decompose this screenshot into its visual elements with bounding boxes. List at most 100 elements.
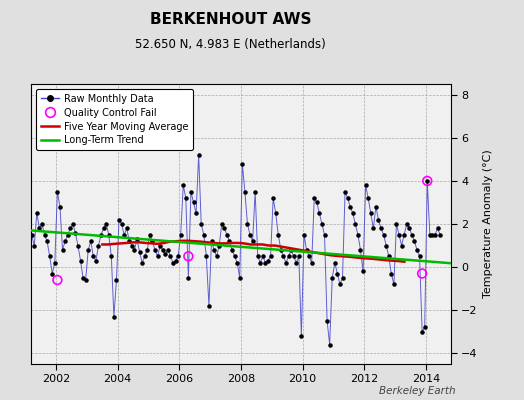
Point [32,210,41,216]
Point [318,221,326,227]
Point [30,242,38,249]
Point [23,182,31,188]
Point [123,225,131,232]
Point [120,232,128,238]
Point [184,253,193,260]
Point [46,253,54,260]
Point [61,238,69,244]
Point [74,242,82,249]
Point [177,232,185,238]
Point [348,210,357,216]
Point [169,260,177,266]
Point [238,160,246,167]
Point [416,253,424,260]
Point [336,281,344,288]
Point [77,258,85,264]
Point [379,232,388,238]
Point [400,232,408,238]
Point [197,221,205,227]
Point [305,253,313,260]
Point [212,253,221,260]
Point [418,328,427,335]
Point [346,204,354,210]
Point [71,230,80,236]
Point [94,242,103,249]
Point [236,275,244,281]
Point [163,247,172,253]
Point [43,238,51,244]
Point [428,232,436,238]
Point [128,242,136,249]
Point [259,253,267,260]
Point [215,242,223,249]
Point [81,277,90,283]
Point [313,199,321,206]
Point [395,232,403,238]
Point [374,216,383,223]
Point [436,232,444,238]
Point [266,253,275,260]
Point [287,247,296,253]
Point [228,247,236,253]
Point [187,188,195,195]
Point [148,238,157,244]
Point [79,275,88,281]
Point [254,253,262,260]
Point [425,232,434,238]
Text: 52.650 N, 4.983 E (Netherlands): 52.650 N, 4.983 E (Netherlands) [135,38,326,51]
Point [297,333,305,339]
Point [208,238,216,244]
Point [174,253,182,260]
Point [315,210,324,216]
Point [107,253,115,260]
Point [56,204,64,210]
Point [351,221,359,227]
Point [310,195,319,201]
Text: Berkeley Earth: Berkeley Earth [379,386,456,396]
Point [362,182,370,188]
Point [202,253,211,260]
Point [27,232,36,238]
Point [385,253,393,260]
Point [146,232,154,238]
Point [420,324,429,330]
Point [220,225,228,232]
Point [256,260,265,266]
Point [405,225,413,232]
Point [51,260,59,266]
Point [408,232,416,238]
Point [58,247,67,253]
Point [302,247,311,253]
Point [69,221,77,227]
Point [84,247,92,253]
Point [431,232,439,238]
Point [241,188,249,195]
Point [369,225,377,232]
Point [138,260,146,266]
Point [194,152,203,158]
Point [105,232,113,238]
Point [112,277,121,283]
Point [110,314,118,320]
Point [294,253,303,260]
Point [154,253,162,260]
Point [300,232,308,238]
Point [140,253,149,260]
Point [359,268,367,274]
Point [53,188,62,195]
Point [354,232,362,238]
Point [135,249,144,255]
Point [200,232,208,238]
Point [390,281,398,288]
Point [328,275,336,281]
Point [189,199,198,206]
Point [387,270,396,277]
Point [125,238,134,244]
Point [179,182,188,188]
Point [53,277,62,283]
Point [331,260,339,266]
Point [333,270,342,277]
Point [282,260,290,266]
Point [156,242,165,249]
Point [323,318,331,324]
